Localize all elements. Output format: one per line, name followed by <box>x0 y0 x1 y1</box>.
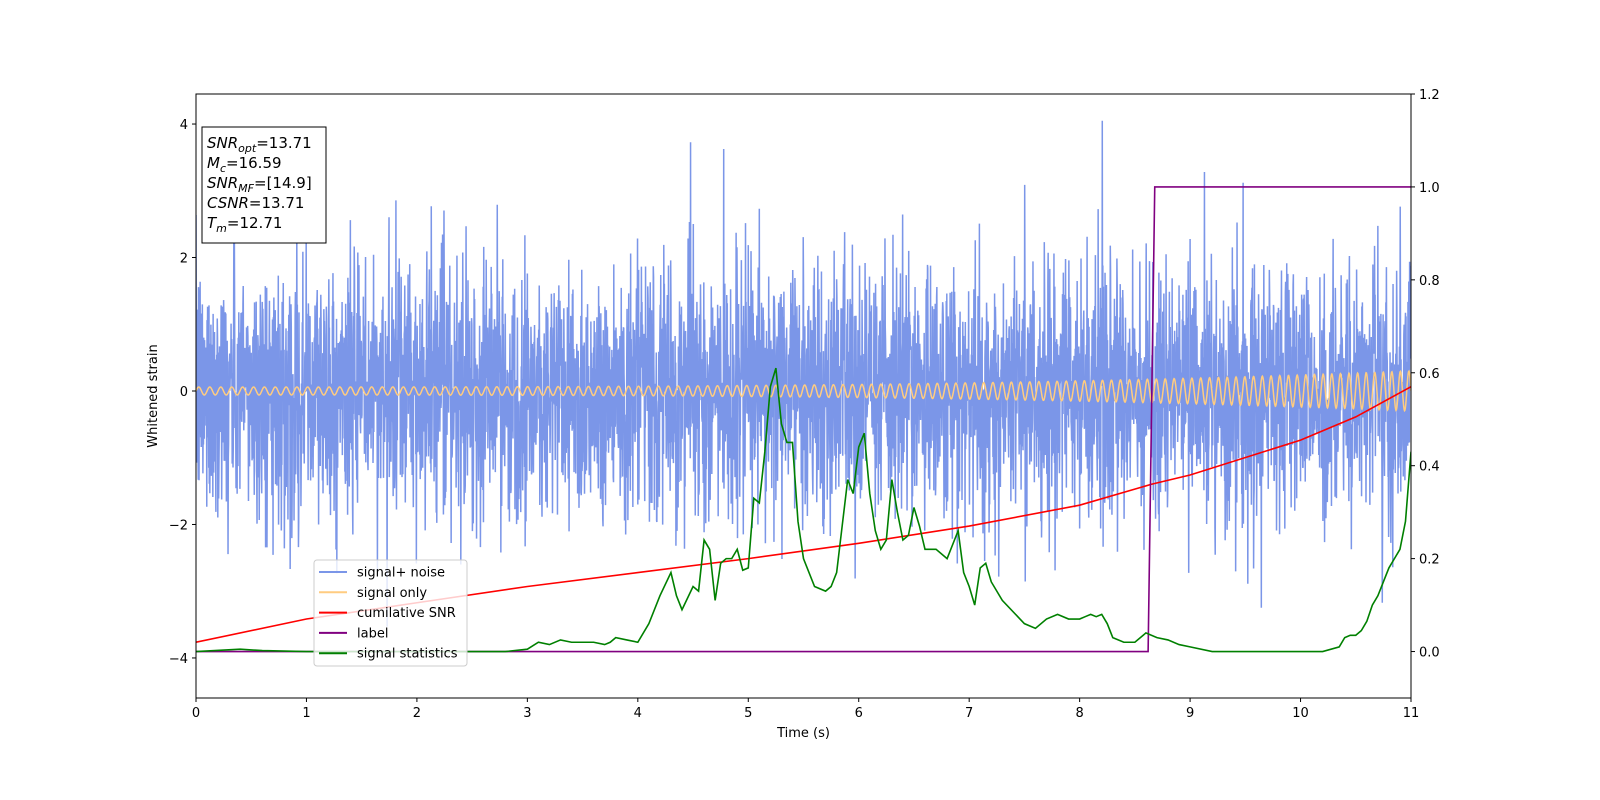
y2-tick-label: 0.8 <box>1419 274 1440 289</box>
y-tick-label: −4 <box>169 652 188 667</box>
y2-tick-label: 0.6 <box>1419 367 1440 382</box>
label-line <box>196 186 1411 653</box>
y2-tick-label: 1.2 <box>1419 88 1440 103</box>
series-label <box>196 186 1411 653</box>
legend-frame <box>313 559 468 667</box>
x-tick-label: 3 <box>523 706 531 721</box>
x-tick-label: 4 <box>634 706 642 721</box>
series-signal-noise <box>196 120 1411 627</box>
x-tick-label: 1 <box>302 706 310 721</box>
info-box-line: Mc=16.59 <box>207 154 282 175</box>
y-tick-label: 2 <box>180 252 188 267</box>
x-tick-label: 5 <box>744 706 752 721</box>
info-box-line: SNRopt=13.71 <box>207 134 312 155</box>
legend-label: signal+ noise <box>357 566 445 581</box>
x-tick-label: 11 <box>1403 706 1420 721</box>
series-signal-only <box>196 369 1411 413</box>
x-tick-label: 2 <box>413 706 421 721</box>
y2-tick-label: 0.4 <box>1419 460 1440 475</box>
y-axis-left: −4 −2 0 2 4 <box>169 118 196 667</box>
x-tick-label: 10 <box>1292 706 1309 721</box>
x-axis-label: Time (s) <box>776 726 830 741</box>
y2-tick-label: 0.2 <box>1419 553 1440 568</box>
series-signal-statistics <box>196 367 1411 653</box>
x-axis: 0 1 2 3 4 5 6 7 8 9 10 11 <box>192 698 1419 721</box>
legend-label: cumilative SNR <box>357 606 456 621</box>
y-tick-label: −2 <box>169 518 188 533</box>
info-box: SNRopt=13.71Mc=16.59SNRMF=[14.9]CSNR=13.… <box>201 126 327 244</box>
y2-tick-label: 1.0 <box>1419 181 1440 196</box>
info-box-line: SNRMF=[14.9] <box>207 174 312 195</box>
signal-statistics-line <box>196 367 1411 653</box>
x-tick-label: 6 <box>855 706 863 721</box>
x-tick-label: 9 <box>1186 706 1194 721</box>
y-tick-label: 4 <box>180 118 188 133</box>
plot-frame <box>195 93 1412 699</box>
x-tick-label: 7 <box>965 706 973 721</box>
legend-label: signal statistics <box>357 647 458 662</box>
x-tick-label: 8 <box>1075 706 1083 721</box>
y-tick-label: 0 <box>180 385 188 400</box>
legend-label: signal only <box>357 586 427 601</box>
legend: signal+ noise signal only cumilative SNR la… <box>313 559 468 667</box>
signal-only-line <box>196 369 1411 413</box>
legend-label: label <box>357 626 388 641</box>
x-tick-label: 0 <box>192 706 200 721</box>
info-box-frame <box>201 126 327 244</box>
info-box-line: CSNR=13.71 <box>207 194 304 212</box>
signal-noise-line <box>196 120 1411 627</box>
y-axis-right: 0.0 0.2 0.4 0.6 0.8 1.0 1.2 <box>1411 88 1440 661</box>
y2-tick-label: 0.0 <box>1419 646 1440 661</box>
info-box-line: Tm=12.71 <box>207 214 282 235</box>
y-axis-label: Whitened strain <box>146 344 161 447</box>
